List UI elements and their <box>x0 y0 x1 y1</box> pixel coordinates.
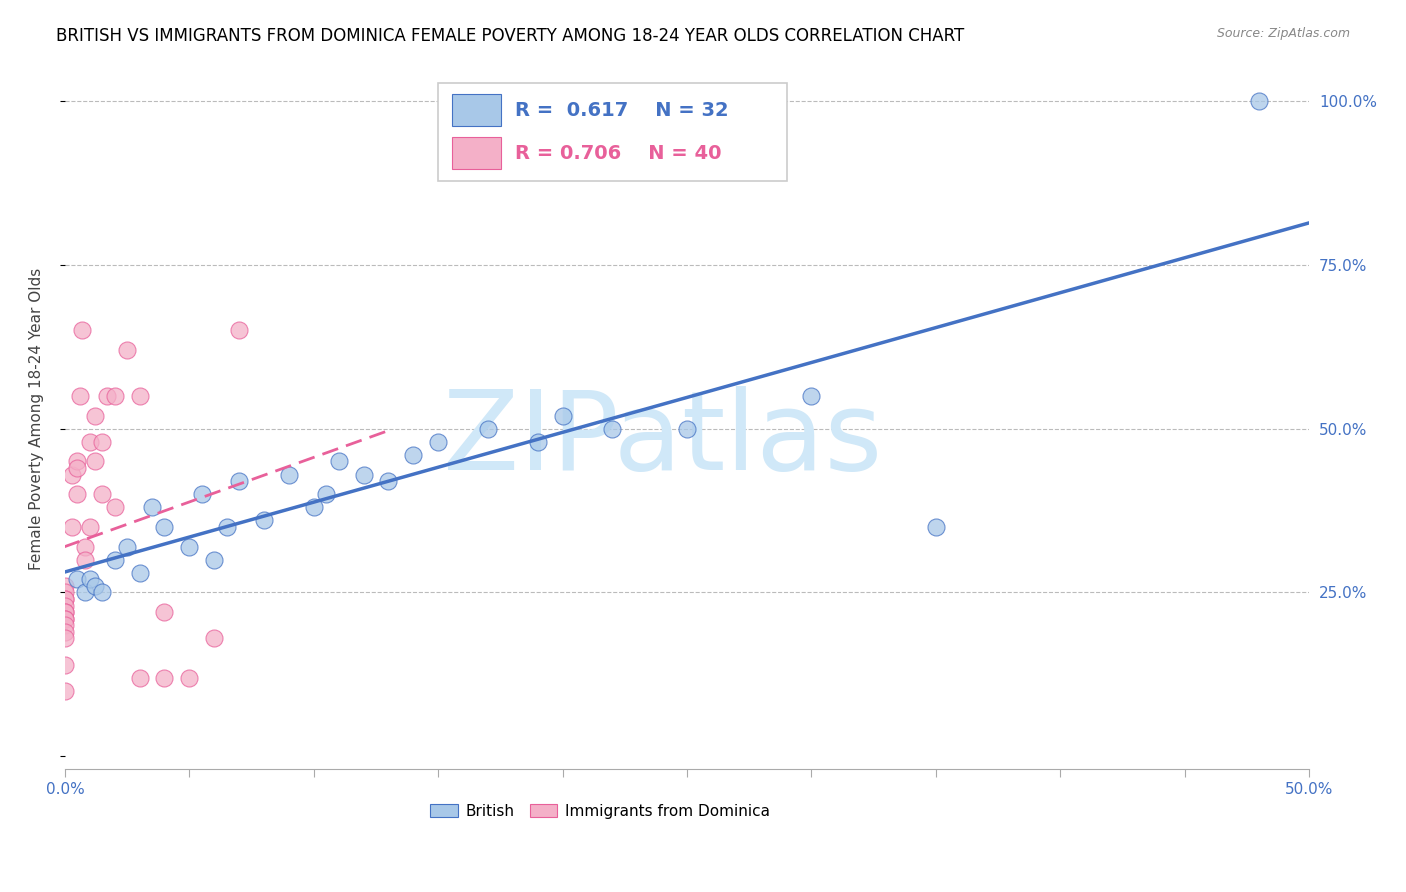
Point <box>53 599 76 613</box>
Point <box>79 573 101 587</box>
Point <box>66 454 89 468</box>
Point <box>66 461 89 475</box>
Point <box>53 657 76 672</box>
Point <box>551 409 574 423</box>
Point <box>53 618 76 632</box>
Point <box>53 579 76 593</box>
Point <box>73 552 96 566</box>
Y-axis label: Female Poverty Among 18-24 Year Olds: Female Poverty Among 18-24 Year Olds <box>30 268 44 570</box>
Point <box>115 343 138 358</box>
Point <box>128 389 150 403</box>
Point <box>60 520 83 534</box>
Text: Source: ZipAtlas.com: Source: ZipAtlas.com <box>1216 27 1350 40</box>
Point <box>153 671 176 685</box>
Point <box>53 592 76 607</box>
Point <box>79 434 101 449</box>
Point <box>104 552 127 566</box>
Point <box>377 474 399 488</box>
Point <box>800 389 823 403</box>
Point <box>676 422 699 436</box>
Point <box>477 422 499 436</box>
Point <box>66 573 89 587</box>
Point <box>73 540 96 554</box>
Point <box>53 683 76 698</box>
Point <box>91 487 114 501</box>
Point <box>228 324 250 338</box>
Point <box>353 467 375 482</box>
Point <box>73 585 96 599</box>
Point <box>526 434 548 449</box>
Point <box>191 487 214 501</box>
Point <box>402 448 425 462</box>
Point <box>228 474 250 488</box>
Point <box>141 500 163 515</box>
Point <box>925 520 948 534</box>
Point <box>91 585 114 599</box>
Text: BRITISH VS IMMIGRANTS FROM DOMINICA FEMALE POVERTY AMONG 18-24 YEAR OLDS CORRELA: BRITISH VS IMMIGRANTS FROM DOMINICA FEMA… <box>56 27 965 45</box>
Point <box>128 566 150 580</box>
Point <box>1249 95 1271 109</box>
Point <box>53 585 76 599</box>
Point <box>91 434 114 449</box>
Point <box>53 632 76 646</box>
Point <box>602 422 624 436</box>
Point <box>104 500 127 515</box>
Point <box>179 671 201 685</box>
Point <box>53 605 76 619</box>
Point <box>253 513 276 527</box>
Point <box>53 624 76 639</box>
Point <box>302 500 325 515</box>
Legend: British, Immigrants from Dominica: British, Immigrants from Dominica <box>425 797 776 825</box>
Point <box>104 389 127 403</box>
Point <box>179 540 201 554</box>
Point <box>53 612 76 626</box>
Point <box>53 592 76 607</box>
Point <box>66 487 89 501</box>
Text: ZIPatlas: ZIPatlas <box>443 386 882 493</box>
Point <box>115 540 138 554</box>
Point <box>53 612 76 626</box>
Point <box>277 467 299 482</box>
Point <box>153 605 176 619</box>
Point <box>315 487 337 501</box>
Point <box>328 454 350 468</box>
Point <box>72 324 94 338</box>
Point <box>96 389 118 403</box>
Point <box>83 409 105 423</box>
Point <box>202 552 225 566</box>
Point <box>202 632 225 646</box>
Point <box>83 454 105 468</box>
Point <box>153 520 176 534</box>
Point <box>53 605 76 619</box>
Point <box>427 434 450 449</box>
Point <box>215 520 238 534</box>
Point <box>128 671 150 685</box>
Point <box>79 520 101 534</box>
Point <box>83 579 105 593</box>
Point <box>60 467 83 482</box>
Point <box>69 389 91 403</box>
